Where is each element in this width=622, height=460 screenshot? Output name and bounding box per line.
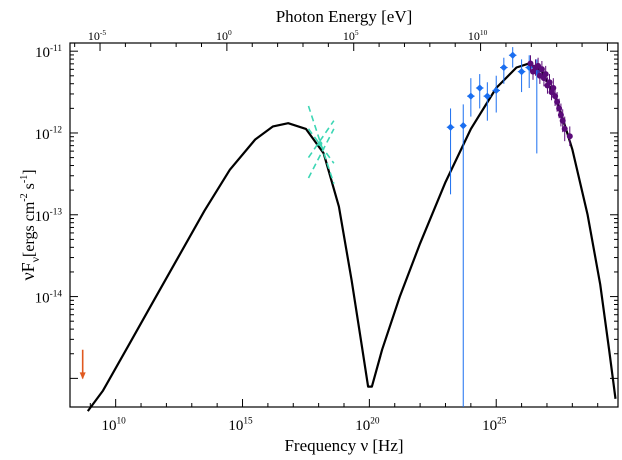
x-ray-bowtie-line	[307, 128, 335, 164]
x-tick-label: 1015	[228, 417, 253, 434]
upper-limit-arrowhead	[79, 372, 86, 380]
y-tick-label: 10-12	[35, 126, 63, 143]
y-label-exp1: -2	[19, 193, 30, 201]
magic-point	[527, 60, 534, 67]
x-tick-label: 1020	[355, 417, 380, 434]
magic-point	[538, 66, 545, 73]
x-axis-label: Frequency ν [Hz]	[284, 436, 403, 455]
y-label-main: νF	[18, 262, 38, 280]
top-tick-label: 10-5	[88, 28, 106, 43]
magic-point	[559, 117, 566, 124]
fermi-point	[500, 63, 508, 72]
x-tick-label: 1025	[482, 417, 507, 434]
plot-frame	[69, 42, 619, 408]
fermi-point	[517, 68, 526, 76]
y-axis-label: νFν[ergs cm-2 s-1]	[18, 169, 42, 280]
y-label-mid: s	[21, 183, 38, 193]
magic-point	[566, 133, 573, 140]
axis-ticks: 1010 1015 1020 1025 10-5 100 105 1010 10-11 10-12…	[35, 28, 618, 434]
y-label-units: [ergs cm	[21, 201, 38, 257]
x-ray-bowtie-line	[307, 120, 335, 158]
y-tick-label: 10-14	[35, 289, 63, 306]
y-label-exp2: -1	[19, 175, 30, 183]
fermi-point	[533, 68, 541, 76]
top-tick-label: 100	[216, 28, 232, 43]
x-tick-label: 1010	[102, 417, 127, 434]
top-tick-label: 1010	[468, 28, 488, 43]
fermi-point	[476, 84, 484, 92]
fermi-point	[492, 86, 500, 95]
series-layer	[79, 47, 617, 412]
y-tick-label: 10-13	[35, 207, 63, 224]
fermi-point	[459, 122, 467, 130]
magic-point	[542, 71, 549, 78]
top-axis-label: Photon Energy [eV]	[276, 7, 413, 26]
fermi-point	[483, 92, 491, 100]
x-ray-bowtie-center	[317, 141, 323, 147]
fermi-point	[509, 51, 517, 59]
magic-point	[561, 125, 568, 132]
magic-point	[554, 98, 561, 105]
fermi-point	[525, 63, 533, 72]
magic-point	[552, 93, 559, 100]
y-label-sub: ν	[28, 256, 42, 262]
top-tick-label: 105	[343, 28, 359, 43]
fermi-point	[467, 92, 475, 100]
y-label-end: ]	[21, 169, 38, 174]
y-tick-label: 10-11	[35, 44, 62, 61]
fermi-point	[446, 123, 455, 131]
magic-point	[546, 79, 553, 86]
